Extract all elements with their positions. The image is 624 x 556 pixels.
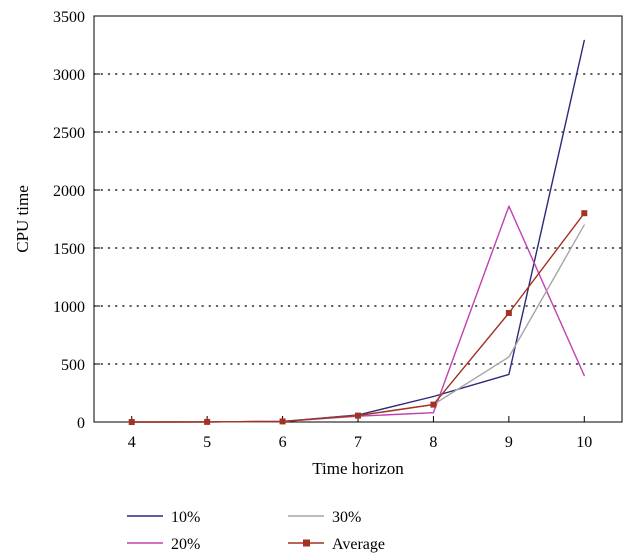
x-tick-label: 4 [128,434,136,451]
y-tick-label: 500 [61,357,85,374]
series-line-30 [131,224,585,423]
data-point-average [279,418,286,425]
data-point-10 [432,395,435,398]
y-tick-label: 3000 [53,67,85,84]
y-tick-label: 2000 [53,183,85,200]
series-line-20 [131,205,585,423]
series-line-average [131,212,585,423]
x-tick-label: 7 [354,434,362,451]
y-axis-ticks: 0 500 1000 1500 2000 2500 3000 3500 [53,9,100,432]
x-tick-label: 5 [203,434,211,451]
x-axis-label: Time horizon [312,459,404,478]
x-tick-label: 9 [505,434,513,451]
data-point-average [355,412,361,419]
data-point-20 [432,412,435,414]
data-point-average [204,418,211,425]
data-point-30 [508,356,510,358]
data-point-average [430,401,437,408]
data-point-average [505,309,512,316]
data-point-average [128,419,135,425]
series-lines [128,39,588,425]
x-tick-label: 8 [429,434,437,451]
data-point-10 [508,373,510,376]
legend: 10% 20% 30% Average [127,509,385,553]
grid-lines [93,73,623,365]
data-point-20 [508,205,510,207]
y-tick-label: 2500 [53,125,85,142]
series-line-10 [131,40,585,423]
legend-label-20: 20% [171,536,200,553]
y-tick-label: 3500 [53,9,85,26]
y-tick-label: 0 [77,415,85,432]
legend-label-average: Average [332,536,385,553]
y-tick-label: 1000 [53,299,85,316]
data-point-10 [583,39,585,41]
data-point-average [581,210,588,217]
legend-marker-average [303,539,310,547]
data-point-20 [583,375,585,377]
plot-frame [93,15,623,423]
legend-label-30: 30% [332,509,361,526]
x-tick-label: 6 [279,434,287,451]
y-tick-label: 1500 [53,241,85,258]
y-axis-label: CPU time [13,185,32,253]
legend-label-10: 10% [171,509,200,526]
data-point-30 [583,224,585,226]
x-tick-label: 10 [576,434,592,451]
